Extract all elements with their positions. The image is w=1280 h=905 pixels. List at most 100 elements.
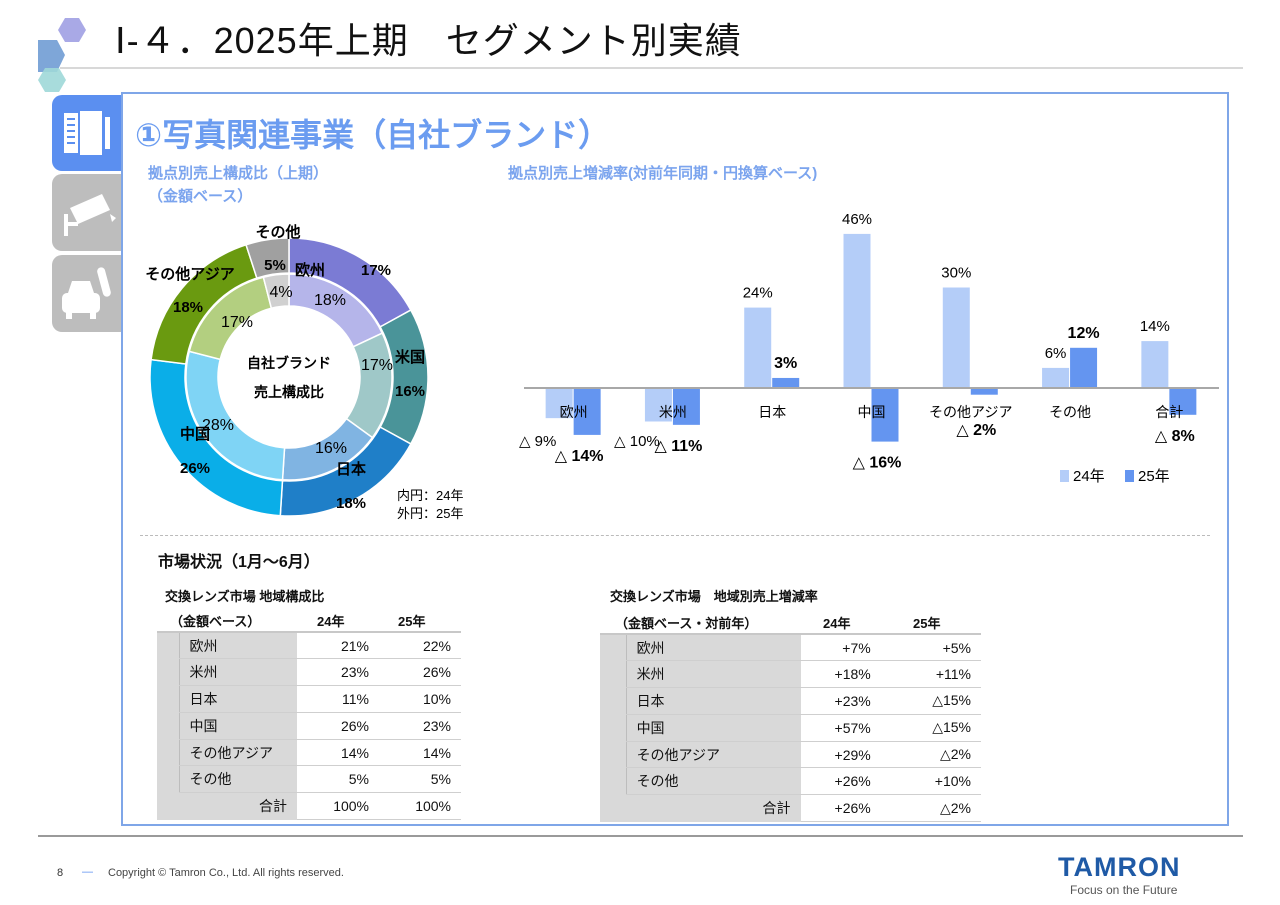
tab-surveillance[interactable] bbox=[52, 174, 122, 251]
tab-mobility[interactable] bbox=[52, 255, 122, 332]
value-24-cell: +18% bbox=[800, 660, 881, 689]
region-cell: その他アジア bbox=[625, 741, 801, 769]
row-spacer bbox=[157, 631, 179, 659]
page-title: Ⅰ-４．2025年上期 セグメント別実績 bbox=[115, 20, 742, 61]
region-cell: 米州 bbox=[178, 658, 297, 687]
region-cell: 欧州 bbox=[625, 633, 801, 662]
region-cell: 米州 bbox=[625, 660, 801, 689]
bar-value-label: △ 9% bbox=[519, 433, 556, 450]
value-24-cell: +7% bbox=[800, 633, 881, 662]
table-row: 欧州 +7% +5% bbox=[600, 633, 981, 662]
total-label: 合計 bbox=[157, 792, 297, 820]
tab-photo-lens[interactable] bbox=[52, 95, 122, 171]
donut-note-inner: 内円：24年 bbox=[397, 488, 463, 503]
donut-outer-category: 日本 bbox=[336, 460, 366, 478]
table-row: 米州 23% 26% bbox=[157, 658, 461, 687]
bar-category-label: 中国 bbox=[858, 404, 886, 420]
donut-inner-label: 16% bbox=[315, 440, 347, 457]
value-25-cell: 5% bbox=[379, 765, 461, 794]
value-25-cell: △2% bbox=[880, 741, 981, 769]
bar-value-label: △ 10% bbox=[614, 433, 660, 450]
row-spacer bbox=[157, 658, 179, 686]
region-cell: 中国 bbox=[178, 712, 297, 740]
bar-24年-0 bbox=[545, 388, 573, 419]
value-25-cell: △15% bbox=[880, 687, 981, 715]
bar-category-label: その他 bbox=[1049, 404, 1091, 420]
table-row: 米州 +18% +11% bbox=[600, 660, 981, 689]
donut-outer-value: 17% bbox=[361, 262, 391, 279]
table-row: その他アジア +29% △2% bbox=[600, 741, 981, 769]
growth-table-subtitle: （金額ベース・対前年） bbox=[615, 616, 758, 631]
region-cell: その他アジア bbox=[178, 739, 297, 767]
region-cell: 中国 bbox=[625, 714, 801, 742]
donut-slice-inner-5 bbox=[262, 273, 290, 310]
value-24-cell: 14% bbox=[297, 739, 379, 767]
donut-outer-category: その他アジア bbox=[145, 265, 234, 283]
growth-table: 欧州 +7% +5% 米州 +18% +11% 日本 +23% △15% 中国 … bbox=[600, 633, 981, 823]
total-24-cell: +26% bbox=[800, 794, 881, 823]
value-24-cell: 5% bbox=[297, 765, 379, 794]
donut-outer-value: 18% bbox=[336, 495, 366, 512]
value-24-cell: 23% bbox=[297, 658, 379, 687]
donut-outer-value: 5% bbox=[264, 257, 286, 274]
donut-outer-value: 18% bbox=[173, 299, 203, 316]
bar-category-label: 合計 bbox=[1155, 404, 1183, 420]
region-cell: 日本 bbox=[625, 687, 801, 715]
total-row: 合計 +26% △2% bbox=[600, 794, 981, 823]
bar-subtitle: 拠点別売上増減率(対前年同期・円換算ベース) bbox=[508, 165, 818, 182]
bar-category-label: 米州 bbox=[659, 404, 687, 420]
donut-subtitle-basis: （金額ベース） bbox=[148, 188, 253, 205]
page-number: 8 bbox=[57, 867, 64, 879]
footer-dash: — bbox=[82, 866, 93, 878]
total-label: 合計 bbox=[600, 794, 801, 822]
region-cell: その他 bbox=[625, 767, 801, 796]
sales-growth-bar-chart: △ 9% △ 10% 24% 46% 30% 6% 14% △ 14% △ 11% 3% △ 16%… bbox=[519, 211, 1219, 485]
total-25-cell: 100% bbox=[379, 792, 461, 821]
bar-25年-0 bbox=[573, 388, 601, 435]
value-25-cell: 22% bbox=[379, 631, 461, 660]
donut-outer-category: その他 bbox=[255, 223, 300, 241]
footer-divider bbox=[38, 835, 1243, 837]
value-24-cell: +57% bbox=[800, 714, 881, 742]
value-24-cell: 26% bbox=[297, 712, 379, 740]
value-24-cell: +26% bbox=[800, 767, 881, 796]
row-spacer bbox=[600, 633, 627, 661]
bar-25年-2 bbox=[772, 377, 800, 388]
value-25-cell: 10% bbox=[379, 685, 461, 713]
bar-25年-1 bbox=[672, 388, 700, 425]
donut-outer-value: 16% bbox=[395, 383, 425, 400]
table-row: その他 +26% +10% bbox=[600, 767, 981, 796]
title-divider bbox=[60, 67, 1243, 69]
row-spacer bbox=[600, 714, 627, 742]
legend-label: 25年 bbox=[1138, 468, 1170, 485]
bar-value-label: △ 11% bbox=[654, 438, 702, 455]
table-row: その他アジア 14% 14% bbox=[157, 739, 461, 767]
composition-col-25: 25年 bbox=[398, 614, 426, 629]
copyright: Copyright © Tamron Co., Ltd. All rights … bbox=[108, 867, 344, 879]
donut-center-label: 売上構成比 bbox=[254, 384, 324, 400]
bar-value-label: 6% bbox=[1045, 345, 1067, 362]
bar-25年-4 bbox=[970, 388, 998, 395]
legend-swatch bbox=[1060, 470, 1069, 482]
hexagon-logo-icon bbox=[38, 18, 86, 92]
donut-inner-label: 18% bbox=[314, 292, 346, 309]
composition-col-24: 24年 bbox=[317, 614, 345, 629]
row-spacer bbox=[600, 767, 627, 795]
bar-24年-6 bbox=[1141, 341, 1169, 388]
growth-col-25: 25年 bbox=[913, 616, 941, 631]
bar-value-label: 12% bbox=[1068, 325, 1100, 342]
total-24-cell: 100% bbox=[297, 792, 379, 821]
composition-table: 欧州 21% 22% 米州 23% 26% 日本 11% 10% 中国 26% … bbox=[157, 631, 461, 821]
region-cell: 日本 bbox=[178, 685, 297, 713]
tamron-logo: TAMRON bbox=[1058, 852, 1181, 882]
car-icon bbox=[62, 267, 111, 319]
bar-25年-3 bbox=[871, 388, 899, 442]
bar-category-label: 日本 bbox=[758, 404, 786, 420]
bar-25年-6 bbox=[1169, 388, 1197, 415]
table-row: 欧州 21% 22% bbox=[157, 631, 461, 660]
bar-value-label: 30% bbox=[941, 265, 971, 282]
bar-value-label: △ 14% bbox=[555, 448, 604, 465]
value-24-cell: +23% bbox=[800, 687, 881, 715]
row-spacer bbox=[157, 712, 179, 740]
market-title: 市場状況（1月～6月） bbox=[158, 554, 320, 571]
